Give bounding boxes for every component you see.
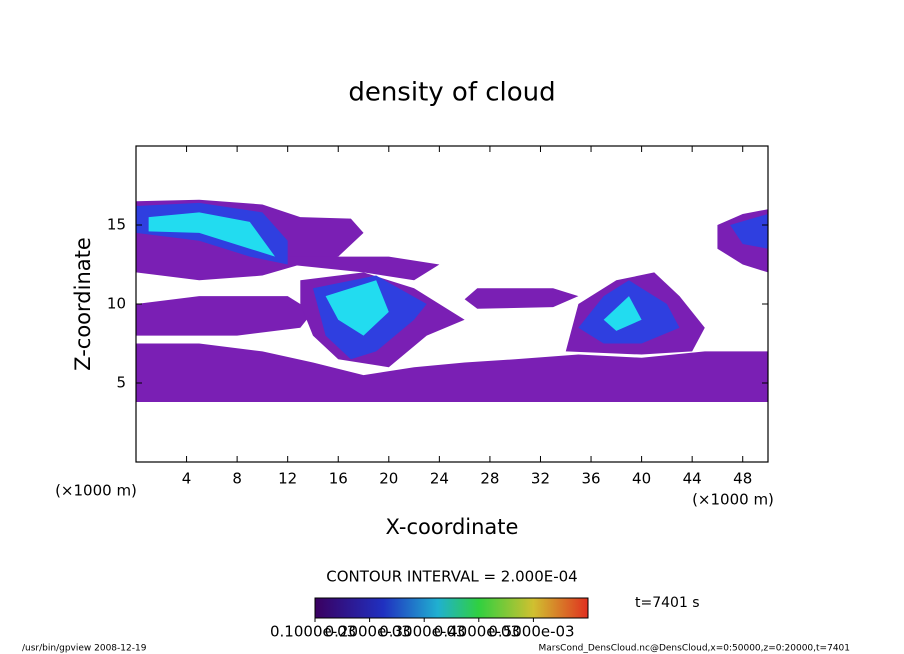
contour-region xyxy=(464,288,579,309)
x-tick-label: 24 xyxy=(430,470,449,488)
x-tick-label: 40 xyxy=(632,470,651,488)
x-tick-label: 48 xyxy=(733,470,752,488)
x-tick-label: 4 xyxy=(182,470,192,488)
x-tick-label: 28 xyxy=(480,470,499,488)
y-tick-label: 10 xyxy=(107,295,126,313)
plot-area xyxy=(136,199,768,402)
x-tick-label: 36 xyxy=(581,470,600,488)
y-tick-label: 15 xyxy=(107,216,126,234)
footer-right: MarsCond_DensCloud.nc@DensCloud,x=0:5000… xyxy=(539,644,851,654)
contour-region xyxy=(262,256,440,281)
colorbar-tick-label: 0.1000e-03 xyxy=(270,623,356,641)
contour-region xyxy=(148,212,276,257)
x-unit-label: (×1000 m) xyxy=(55,482,137,500)
x-tick-label: 8 xyxy=(232,470,242,488)
x-tick-label: 16 xyxy=(329,470,348,488)
contour-region xyxy=(730,213,768,249)
x-tick-label: 12 xyxy=(278,470,297,488)
x-tick-label: 20 xyxy=(379,470,398,488)
contour-region xyxy=(136,296,313,336)
colorbar-tick-label: 0.5000e-03 xyxy=(488,623,574,641)
time-label: t=7401 s xyxy=(635,595,700,611)
x-unit-label: (×1000 m) xyxy=(692,491,774,509)
contour-interval: CONTOUR INTERVAL = 2.000E-04 xyxy=(326,568,577,586)
colorbar xyxy=(314,597,589,619)
colorbar-tick-label: 0.3000e-03 xyxy=(379,623,465,641)
contour-region xyxy=(136,343,768,402)
x-axis-label: X-coordinate xyxy=(386,515,519,539)
colorbar-tick-label: 0.2000e-03 xyxy=(325,623,411,641)
x-tick-label: 32 xyxy=(531,470,550,488)
y-tick-label: 5 xyxy=(116,374,126,392)
contour-region xyxy=(325,280,389,336)
y-axis-label: Z-coordinate xyxy=(71,237,95,371)
contour-region xyxy=(603,296,642,331)
chart-title: density of cloud xyxy=(348,78,555,108)
x-tick-label: 44 xyxy=(683,470,702,488)
footer-left: /usr/bin/gpview 2008-12-19 xyxy=(22,644,147,654)
colorbar-tick-label: 0.4000e-03 xyxy=(434,623,520,641)
